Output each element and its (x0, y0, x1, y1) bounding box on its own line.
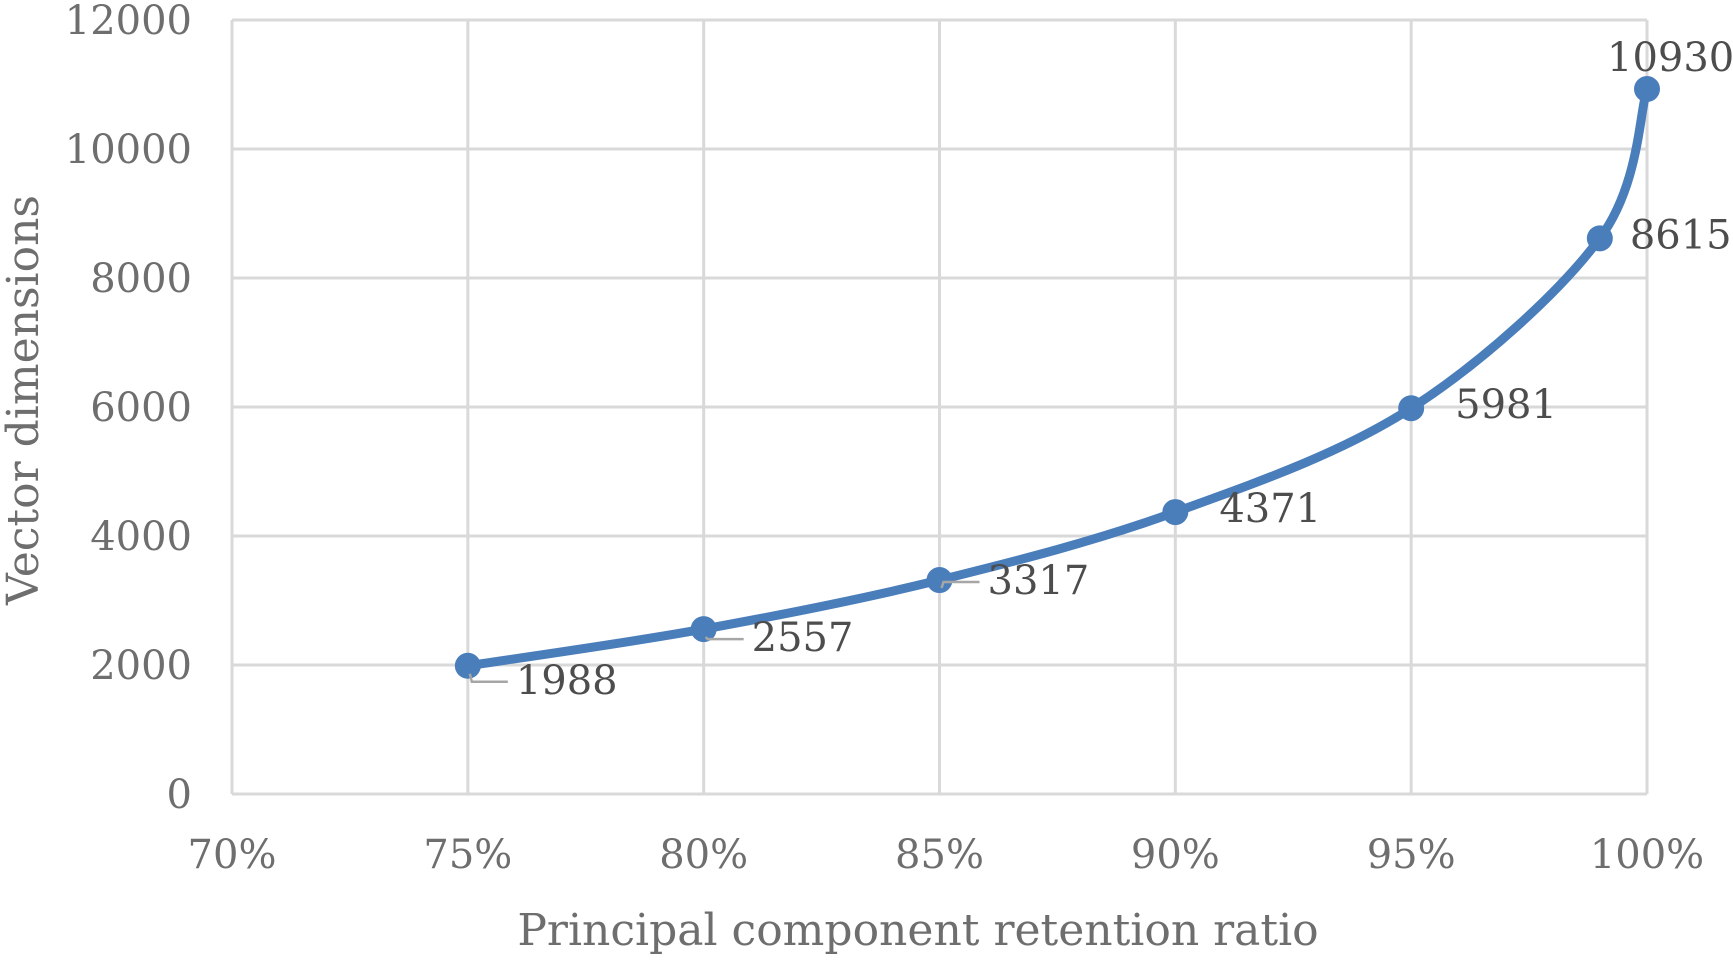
y-tick-label: 12000 (65, 0, 192, 44)
data-point (1634, 76, 1660, 103)
x-tick-label: 100% (1590, 832, 1704, 878)
data-point (1162, 499, 1189, 526)
data-point (1398, 395, 1425, 422)
data-labels: 1988 2557 3317 4371 5981 8615 10930 (468, 35, 1733, 704)
y-tick-label: 2000 (90, 643, 192, 689)
data-label: 10930 (1607, 35, 1733, 81)
x-tick-label: 75% (423, 832, 512, 878)
y-tick-label: 0 (167, 772, 192, 818)
data-point (1586, 225, 1613, 252)
y-tick-label: 6000 (90, 385, 192, 431)
data-label: 5981 (1455, 382, 1557, 428)
data-label-leader (704, 636, 744, 641)
y-tick-label: 4000 (90, 514, 192, 560)
x-axis-tick-labels: 70% 75% 80% 85% 90% 95% 100% (188, 832, 1705, 878)
x-tick-label: 85% (895, 832, 984, 878)
y-tick-label: 10000 (65, 127, 192, 173)
data-label: 1988 (516, 658, 618, 704)
x-axis-title: Principal component retention ratio (517, 905, 1318, 956)
data-point (690, 616, 717, 643)
data-label: 2557 (752, 615, 854, 661)
data-label: 4371 (1219, 486, 1321, 532)
y-tick-label: 8000 (90, 256, 192, 302)
y-axis-title: Vector dimensions (0, 195, 49, 606)
x-tick-label: 90% (1131, 832, 1220, 878)
x-tick-label: 80% (659, 832, 748, 878)
x-tick-label: 70% (188, 832, 277, 878)
data-point (926, 567, 953, 594)
x-tick-label: 95% (1367, 832, 1456, 878)
data-label: 3317 (988, 558, 1090, 604)
data-label-leader (468, 673, 508, 684)
gridlines (230, 18, 1649, 796)
data-point (454, 652, 481, 679)
data-label-leader (940, 580, 980, 589)
data-points (454, 76, 1660, 679)
data-label: 8615 (1630, 212, 1732, 258)
y-axis-tick-labels: 0 2000 4000 6000 8000 10000 12000 (65, 0, 192, 818)
